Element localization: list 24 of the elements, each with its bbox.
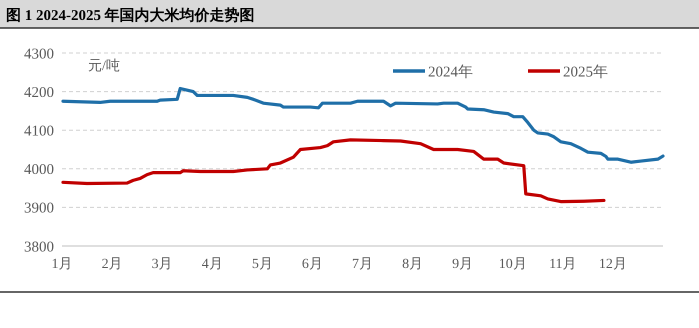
x-tick-label: 9月 — [452, 257, 474, 272]
x-tick-label: 2月 — [102, 257, 123, 272]
y-tick-label: 4000 — [24, 162, 54, 178]
y-tick-label: 3800 — [24, 239, 54, 256]
x-tick-label: 1月 — [52, 257, 72, 272]
x-tick-label: 6月 — [302, 257, 323, 272]
x-tick-label: 12月 — [598, 257, 627, 272]
line-series — [61, 86, 665, 164]
x-tick-label: 11月 — [549, 257, 577, 272]
x-tick-label: 10月 — [498, 257, 527, 272]
x-tick-label: 5月 — [252, 257, 273, 272]
x-tick-label: 4月 — [202, 257, 223, 272]
y-tick-label: 4200 — [24, 84, 54, 101]
legend-label: 2025年 — [563, 63, 608, 80]
x-tick-label: 7月 — [352, 257, 373, 272]
chart-title: 图 1 2024-2025 年国内大米均价走势图 — [6, 7, 255, 24]
y-axis-title: 元/吨 — [88, 58, 120, 74]
x-tick-label: 8月 — [402, 257, 424, 272]
line-series — [61, 138, 606, 204]
y-tick-label: 3900 — [24, 200, 54, 217]
y-tick-label: 4100 — [24, 123, 54, 140]
x-tick-label: 3月 — [152, 257, 173, 272]
y-tick-label: 4300 — [24, 46, 54, 62]
legend-label: 2024年 — [428, 63, 473, 80]
